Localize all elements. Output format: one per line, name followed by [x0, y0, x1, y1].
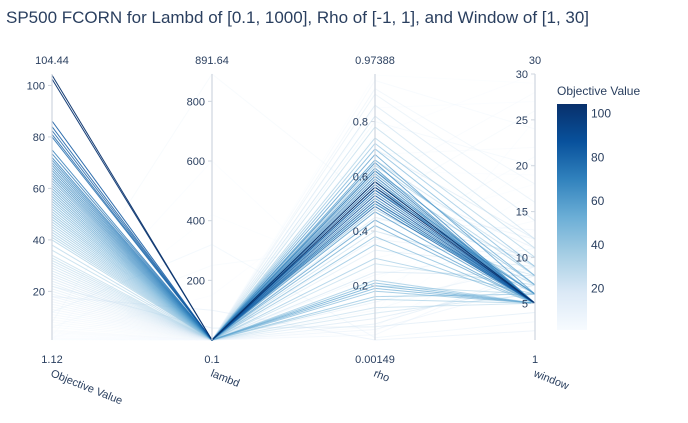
data-line-83 [51, 201, 536, 341]
data-line-4 [51, 130, 536, 341]
data-line-81 [51, 165, 536, 341]
axis-tick-label-3-3: 20 [516, 161, 528, 173]
data-line-0 [51, 74, 536, 341]
data-line-15 [51, 167, 536, 341]
axis-name-3: window [531, 367, 570, 392]
axis-tick-label-1-2: 600 [187, 156, 205, 168]
data-line-49 [51, 115, 536, 341]
data-line-77 [51, 101, 536, 341]
axis-max-label-0: 104.44 [35, 55, 69, 67]
data-line-64 [51, 88, 536, 341]
data-line-53 [51, 104, 536, 341]
colorbar: Objective Value 20 40 60 80 100 [557, 84, 640, 330]
axis-tick-label-3-1: 10 [516, 252, 528, 264]
data-line-13 [51, 167, 536, 341]
axis-min-label-1: 0.1 [204, 354, 219, 366]
axis-tick-label-3-2: 15 [516, 207, 528, 219]
data-line-5 [51, 133, 536, 341]
data-line-82 [51, 74, 536, 341]
axis-min-label-3: 1 [532, 354, 538, 366]
data-line-44 [51, 126, 536, 341]
data-line-10 [51, 159, 536, 341]
colorbar-tick-label-3: 80 [591, 150, 605, 164]
polylines-layer [51, 73, 536, 341]
colorbar-tick-label-2: 60 [591, 194, 605, 208]
data-line-26 [51, 200, 536, 341]
data-line-39 [51, 164, 536, 341]
data-line-31 [51, 213, 536, 341]
chart-title: SP500 FCORN for Lambd of [0.1, 1000], Rh… [6, 8, 590, 27]
axis-tick-label-0-2: 60 [33, 183, 45, 195]
data-line-70 [51, 256, 536, 341]
axis-max-label-1: 891.64 [195, 55, 229, 67]
data-line-28 [51, 206, 536, 341]
data-line-74 [51, 238, 536, 341]
axis-tick-label-1-0: 200 [187, 275, 205, 287]
data-line-17 [51, 177, 536, 341]
data-line-1 [51, 78, 536, 341]
colorbar-tick-label-0: 20 [591, 282, 605, 296]
data-line-11 [51, 161, 536, 341]
axis-tick-label-2-3: 0.8 [353, 117, 368, 129]
data-line-38 [51, 231, 536, 341]
colorbar-tick-label-1: 40 [591, 238, 605, 252]
axis-tick-label-0-4: 100 [27, 80, 45, 92]
data-line-68 [51, 121, 536, 341]
axis-name-0: Objective Value [49, 368, 124, 408]
axis-tick-label-3-0: 5 [522, 298, 528, 310]
data-line-23 [51, 159, 536, 341]
colorbar-tick-label-4: 100 [591, 107, 611, 121]
axis-name-1: lambd [209, 368, 241, 390]
data-line-85 [51, 73, 536, 323]
axis-name-2: rho [372, 368, 391, 385]
axis-min-label-0: 1.12 [41, 354, 62, 366]
data-line-30 [51, 211, 536, 341]
axis-tick-label-2-1: 0.4 [353, 226, 368, 238]
data-line-12 [51, 164, 536, 341]
axis-tick-label-2-0: 0.2 [353, 281, 368, 293]
data-line-67 [51, 266, 536, 341]
data-line-71 [51, 79, 536, 341]
axis-min-label-2: 0.00149 [355, 354, 395, 366]
axis-tick-label-0-1: 40 [33, 235, 45, 247]
data-line-29 [51, 148, 536, 341]
data-line-46 [51, 260, 536, 341]
axis-tick-label-0-0: 20 [33, 286, 45, 298]
axis-max-label-2: 0.97388 [355, 55, 395, 67]
colorbar-title: Objective Value [557, 84, 640, 98]
data-line-80 [51, 73, 536, 341]
data-line-57 [51, 249, 536, 341]
data-line-19 [51, 153, 536, 341]
data-line-20 [51, 185, 536, 341]
axis-tick-label-2-2: 0.6 [353, 171, 368, 183]
axis-tick-label-1-1: 400 [187, 216, 205, 228]
data-line-61 [51, 266, 536, 341]
data-line-3 [51, 126, 536, 341]
data-line-24 [51, 195, 536, 341]
data-line-40 [51, 236, 536, 341]
data-line-63 [51, 284, 536, 341]
data-line-58 [51, 275, 536, 341]
data-line-25 [51, 198, 536, 341]
data-line-35 [51, 142, 536, 341]
data-line-14 [51, 170, 536, 341]
data-line-18 [51, 172, 536, 341]
data-line-2 [51, 120, 536, 341]
data-line-41 [51, 137, 536, 341]
axis-max-label-3: 30 [529, 55, 541, 67]
data-line-59 [51, 93, 536, 341]
data-line-9 [51, 157, 536, 341]
data-line-7 [51, 149, 536, 341]
colorbar-gradient[interactable] [557, 104, 587, 330]
axis-tick-label-3-4: 25 [516, 115, 528, 127]
axis-tick-label-3-5: 30 [516, 69, 528, 81]
data-line-37 [51, 229, 536, 341]
data-line-50 [51, 270, 536, 341]
data-line-6 [51, 136, 536, 341]
data-line-33 [51, 218, 536, 341]
axis-tick-label-0-3: 80 [33, 132, 45, 144]
axis-tick-label-1-3: 800 [187, 96, 205, 108]
data-line-79 [51, 229, 536, 341]
